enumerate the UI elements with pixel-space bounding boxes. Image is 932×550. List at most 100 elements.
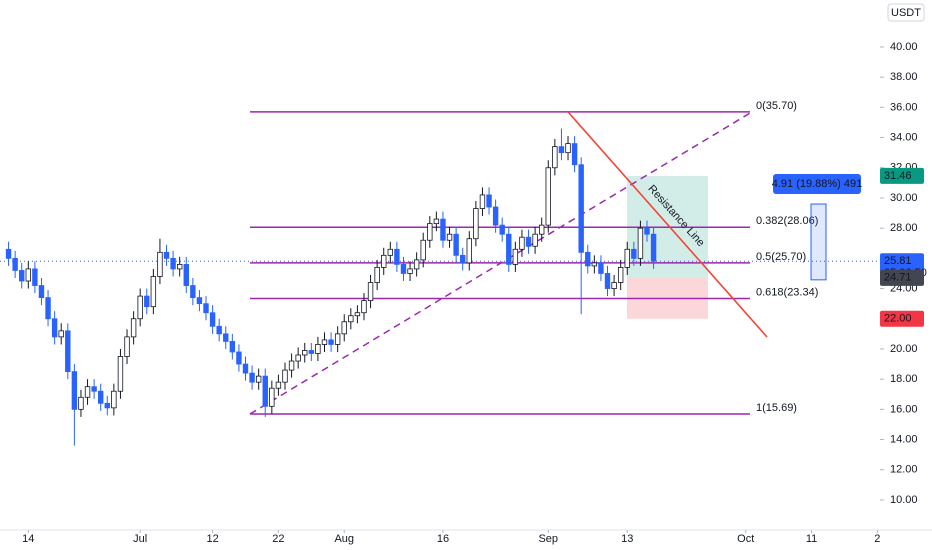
x-tick-label: 11 [806, 533, 817, 545]
candle-body [328, 339, 334, 345]
candle-body [387, 248, 394, 256]
x-tick-label: Sep [538, 533, 558, 545]
candle-body [104, 402, 110, 409]
candle-body [282, 369, 288, 383]
candle-body [157, 251, 163, 277]
candle-body [348, 315, 354, 323]
x-tick-label: 2 [874, 533, 880, 545]
candle-body [65, 330, 71, 373]
candle-body [466, 238, 472, 264]
candle-body [650, 233, 657, 262]
y-tick-label: 16.00 [890, 403, 918, 415]
x-tick-label: 22 [272, 533, 284, 545]
candle-body [176, 263, 183, 270]
candle-body [229, 341, 236, 353]
candle-body [111, 390, 117, 409]
candle-body [32, 268, 38, 286]
fib-label: 1(15.69) [756, 402, 797, 414]
resistance-line [567, 111, 768, 338]
candle-body [124, 336, 130, 357]
candle-body [183, 263, 189, 286]
measure-range [810, 203, 827, 281]
measure-badge [773, 174, 861, 194]
candle-body [51, 318, 58, 338]
candle-body [519, 236, 525, 250]
candle-body [598, 262, 604, 274]
candle-body [499, 224, 505, 235]
candle-body [604, 273, 611, 289]
candle-body [565, 143, 571, 154]
candle-body [302, 350, 308, 356]
fib-label: 0.5(25.70) [756, 251, 806, 263]
y-tick-label: 12.00 [890, 464, 918, 476]
candle-body [413, 259, 420, 270]
entry-price-badge [880, 269, 924, 286]
candle-body [130, 318, 137, 338]
candle-body [91, 386, 97, 392]
candle-body [203, 303, 209, 314]
fib-label: 0.618(23.34) [756, 286, 818, 298]
candle-body [196, 297, 203, 305]
candle-body [394, 248, 400, 265]
candle-body [532, 233, 538, 247]
candle-body [361, 300, 367, 314]
candle-body [19, 270, 25, 282]
candle-body [611, 282, 617, 289]
candle-body [216, 325, 222, 335]
y-tick-label: 14.00 [890, 433, 918, 445]
candle-body [255, 375, 262, 383]
candle-body [367, 282, 374, 302]
x-tick-label: 16 [437, 533, 449, 545]
candle-body [374, 267, 380, 283]
candle-body [486, 194, 492, 208]
candle-body [84, 386, 91, 398]
candle-body [5, 248, 12, 259]
candle-body [58, 330, 64, 338]
trend-line [249, 111, 753, 415]
y-tick-label: 34.00 [890, 131, 918, 143]
candle-body [440, 218, 446, 241]
candle-body [38, 285, 45, 299]
candle-body [578, 164, 584, 253]
y-tick-label: 18.00 [890, 373, 918, 385]
candle-body [209, 312, 216, 327]
candle-body [137, 295, 143, 320]
candle-body [163, 251, 170, 259]
candle-body [446, 233, 453, 241]
candle-body [236, 351, 242, 365]
target-price-badge [880, 167, 924, 184]
candle-body [315, 344, 321, 354]
candle-body [460, 254, 466, 264]
currency-badge [887, 3, 925, 22]
candle-body [190, 285, 196, 299]
candle-body [420, 239, 426, 261]
candle-body [552, 146, 558, 169]
stop-price: 22.00 [884, 313, 912, 325]
candle-body [354, 312, 361, 317]
candle-body [275, 381, 282, 389]
candle-body [400, 263, 407, 274]
candle-body [150, 276, 157, 308]
candle-body [571, 143, 578, 166]
candle-body [591, 262, 598, 267]
last-price: 25.81 [884, 255, 912, 267]
candle-body [262, 375, 268, 407]
candle-body [558, 146, 565, 154]
candle-body [269, 387, 275, 407]
y-tick-label: 40.00 [890, 41, 918, 53]
candle-body [117, 356, 124, 392]
candle-body [506, 233, 512, 265]
candle-body [637, 227, 644, 259]
candle-body [334, 333, 341, 345]
stop-price-badge [880, 310, 924, 327]
candle-body [624, 248, 630, 268]
candle-body [545, 167, 551, 226]
x-tick-label: 14 [22, 533, 34, 545]
x-tick-label: Jul [133, 533, 147, 545]
candle-body [341, 321, 347, 335]
x-tick-label: Oct [737, 533, 754, 545]
plot: 10.0012.0014.0016.0018.0020.0022.0024.00… [0, 3, 932, 545]
